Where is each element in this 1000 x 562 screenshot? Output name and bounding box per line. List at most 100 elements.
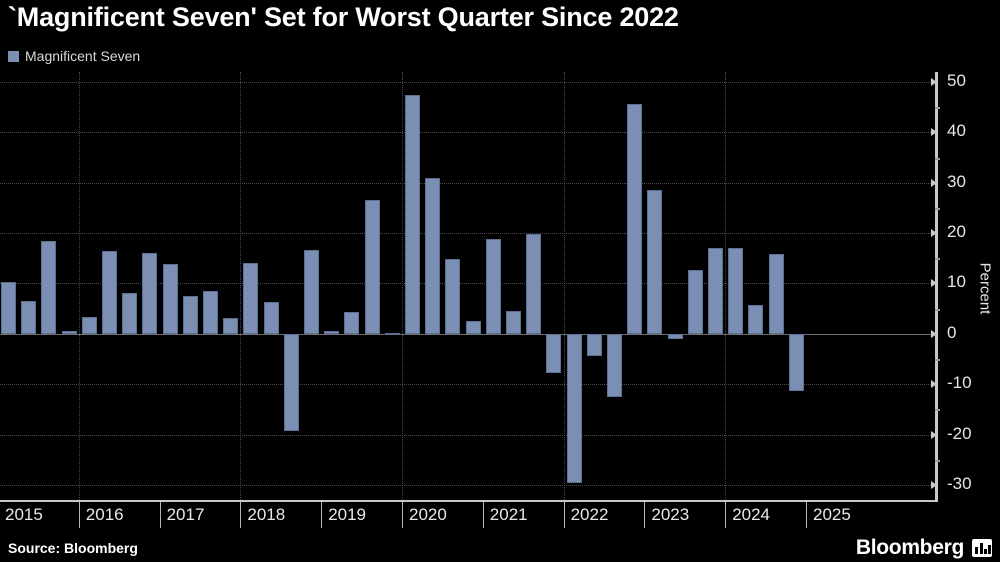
- bar: [627, 103, 643, 334]
- gridline: [0, 384, 935, 386]
- x-tick-separator: [402, 502, 403, 528]
- bar: [21, 301, 37, 334]
- y-tick-arrow: [931, 279, 937, 288]
- x-tick-label: 2017: [166, 505, 205, 524]
- footer-divider: [0, 533, 1000, 534]
- bar: [41, 240, 57, 334]
- bar: [425, 178, 441, 334]
- bar: [243, 263, 259, 334]
- y-minor-tick: [935, 157, 940, 160]
- bar: [607, 333, 622, 398]
- vertical-gridline: [725, 72, 727, 500]
- plot-area: [0, 72, 935, 500]
- y-minor-tick: [935, 207, 940, 210]
- x-tick-label: 2024: [732, 505, 771, 524]
- y-tick-label: 20: [947, 222, 966, 242]
- bar: [102, 250, 117, 334]
- x-tick-label: 2023: [651, 505, 690, 524]
- y-tick-arrow: [931, 229, 937, 238]
- legend-label: Magnificent Seven: [25, 48, 141, 64]
- bar: [687, 269, 703, 334]
- bar: [465, 320, 481, 334]
- y-tick-label: 30: [947, 171, 966, 191]
- bar: [526, 233, 542, 334]
- y-minor-tick: [935, 258, 940, 261]
- bar: [223, 317, 239, 334]
- bar: [81, 317, 97, 334]
- x-tick-label: 2020: [409, 505, 447, 524]
- bar: [1, 282, 16, 334]
- y-tick-arrow: [931, 380, 937, 389]
- y-tick-arrow: [931, 178, 937, 187]
- zero-line: [0, 333, 935, 335]
- gridline: [0, 283, 935, 285]
- y-tick-arrow: [931, 329, 937, 338]
- bar: [566, 333, 582, 484]
- y-tick-label: -20: [947, 423, 972, 443]
- bar: [344, 311, 360, 334]
- bar: [283, 333, 299, 431]
- bar: [122, 292, 138, 334]
- bar: [708, 248, 723, 334]
- x-tick-separator: [159, 502, 161, 528]
- bar: [182, 295, 198, 334]
- y-tick-arrow: [931, 128, 937, 137]
- x-tick-separator: [482, 502, 484, 528]
- bar: [364, 199, 380, 334]
- x-axis-line: [0, 500, 938, 502]
- bar: [445, 259, 461, 334]
- y-minor-tick: [935, 107, 940, 110]
- bloomberg-terminal-icon: [972, 539, 992, 557]
- y-minor-tick: [935, 409, 940, 412]
- y-minor-tick: [935, 308, 940, 311]
- bar: [324, 330, 340, 334]
- y-tick-arrow: [931, 480, 937, 489]
- y-tick-label: 50: [947, 71, 966, 91]
- x-tick-separator: [806, 502, 807, 528]
- bar: [768, 253, 784, 334]
- x-tick-label: 2019: [328, 505, 367, 524]
- gridline: [0, 434, 935, 436]
- bar: [485, 239, 501, 334]
- page-title: `Magnificent Seven' Set for Worst Quarte…: [8, 2, 679, 32]
- x-tick-label: 2016: [85, 505, 124, 524]
- bar: [728, 248, 744, 334]
- x-tick-label: 2022: [570, 505, 609, 524]
- bar: [586, 333, 602, 356]
- x-tick-label: 2021: [489, 505, 528, 524]
- bar: [263, 302, 279, 334]
- vertical-gridline: [563, 72, 565, 500]
- bar: [405, 94, 420, 334]
- bar: [203, 291, 218, 334]
- bar: [667, 333, 683, 340]
- gridline: [0, 233, 935, 235]
- y-tick-arrow: [931, 78, 937, 87]
- x-tick-separator: [78, 502, 80, 528]
- bar: [506, 310, 521, 334]
- bar-series: [0, 72, 935, 500]
- bar: [162, 264, 178, 334]
- legend: Magnificent Seven: [8, 48, 140, 64]
- source-note: Source: Bloomberg: [8, 540, 138, 556]
- y-tick-label: 0: [947, 322, 957, 342]
- gridline: [0, 182, 935, 184]
- bloomberg-wordmark: Bloomberg: [855, 536, 964, 559]
- x-tick-label: 2018: [247, 505, 286, 524]
- x-tick-separator: [725, 502, 727, 528]
- gridline: [0, 484, 935, 486]
- y-tick-label: 10: [947, 272, 966, 292]
- legend-swatch-icon: [8, 50, 19, 62]
- bar: [546, 333, 562, 374]
- y-tick-label: 40: [947, 121, 966, 141]
- bar: [61, 331, 77, 334]
- x-tick-separator: [563, 502, 565, 528]
- x-tick-separator: [240, 502, 242, 528]
- y-tick-label: -30: [947, 473, 972, 493]
- gridline: [0, 132, 935, 134]
- vertical-gridline: [78, 72, 80, 500]
- vertical-gridline: [240, 72, 242, 500]
- y-tick-arrow: [931, 430, 937, 439]
- bar: [788, 333, 804, 392]
- gridline: [0, 82, 935, 84]
